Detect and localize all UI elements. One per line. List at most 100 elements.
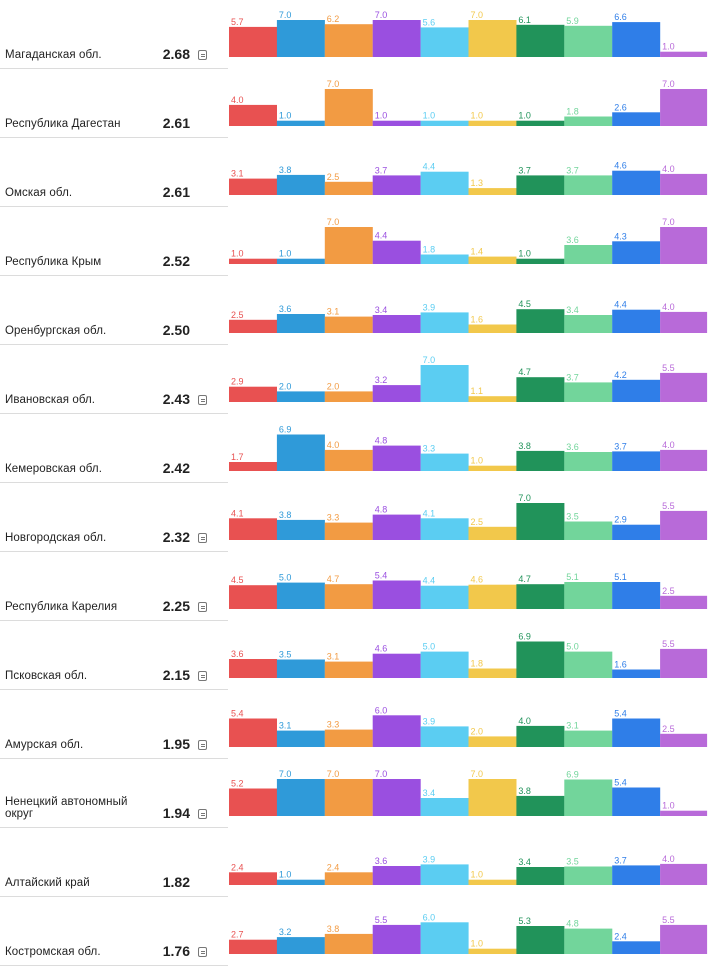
indicator-bar [564,175,613,195]
indicator-bar [372,779,421,816]
indicator-bars: 1.7 6.9 4.0 4.8 3.3 1.0 3.8 3.6 3.7 4.0 [229,425,708,471]
indicator-bar [516,377,565,402]
indicator-value-label: 1.4 [471,247,484,257]
indicator-value-label: 3.8 [518,786,531,796]
indicator-bars: 3.6 3.5 3.1 4.6 5.0 1.8 6.9 5.0 1.6 5.5 [229,632,708,678]
indicator-value-label: 3.6 [566,442,579,452]
document-icon[interactable] [198,395,207,405]
row-divider [0,758,228,759]
region-name: Республика Крым [5,256,102,268]
indicator-value-label: 3.6 [566,235,579,245]
indicator-value-label: 7.0 [423,355,436,365]
indicator-value-label: 4.4 [614,300,627,310]
region-score: 2.25 [162,598,190,614]
indicator-bar [516,120,565,126]
indicator-value-label: 3.2 [375,375,388,385]
indicator-value-label: 3.4 [566,305,579,315]
indicator-bar [276,314,325,333]
indicator-bar [229,788,277,816]
indicator-bar [372,20,421,57]
indicator-value-label: 5.9 [566,16,579,26]
indicator-bar [420,518,469,540]
indicator-value-label: 1.8 [471,659,484,669]
indicator-bar [372,445,421,471]
indicator-value-label: 1.7 [231,452,244,462]
indicator-bar [660,449,708,471]
indicator-bar [612,787,661,816]
indicator-bar [276,434,325,471]
indicator-bar [324,584,373,609]
indicator-value-label: 4.6 [614,161,627,171]
indicator-bar [660,89,708,126]
indicator-value-label: 3.9 [423,854,436,864]
indicator-bar [324,522,373,540]
indicator-bar [324,391,373,402]
indicator-value-label: 1.0 [662,801,675,811]
indicator-value-label: 5.0 [279,573,292,583]
document-icon[interactable] [198,671,207,681]
indicator-bar [324,872,373,885]
row-divider [0,137,228,138]
indicator-bar [324,933,373,954]
indicator-bar [660,173,708,195]
row-divider [0,482,228,483]
indicator-bar [420,726,469,747]
indicator-value-label: 7.0 [662,217,675,227]
indicator-value-label: 3.2 [279,927,292,937]
indicator-bar [564,452,613,471]
document-icon[interactable] [198,533,207,543]
document-icon[interactable] [198,740,207,750]
region-score: 2.61 [162,115,190,131]
indicator-bars: 5.4 3.1 3.3 6.0 3.9 2.0 4.0 3.1 5.4 2.5 [229,705,708,747]
indicator-value-label: 4.6 [471,575,484,585]
indicator-bar [516,795,565,816]
indicator-value-label: 4.3 [614,231,627,241]
indicator-bar [420,798,469,816]
row-divider [0,827,228,828]
indicator-value-label: 4.0 [327,440,340,450]
indicator-value-label: 7.0 [327,79,340,89]
region-score: 2.52 [162,253,190,269]
indicator-value-label: 6.0 [423,912,436,922]
indicator-bar [468,188,517,195]
region-row: Омская обл. 2.61 3.1 3.8 2.5 3.7 4.4 1.3 3.7 3.7 4… [0,138,719,207]
region-score: 2.15 [162,667,190,683]
indicator-value-label: 5.5 [662,501,675,511]
region-name: Оренбургская обл. [5,325,107,337]
indicator-bars: 2.5 3.6 3.1 3.4 3.9 1.6 4.5 3.4 4.4 4.0 [229,299,708,333]
indicator-value-label: 1.1 [471,386,484,396]
indicator-bar [516,450,565,471]
indicator-value-label: 4.1 [423,508,436,518]
indicator-bar [516,258,565,264]
indicator-bar [324,24,373,57]
indicator-bar [372,175,421,195]
indicator-value-label: 3.7 [375,165,388,175]
document-icon[interactable] [198,602,207,612]
region-row: Новгородская обл. 2.32 4.1 3.8 3.3 4.8 4.1 2.5 7… [0,483,719,552]
indicator-value-label: 3.5 [566,857,579,867]
indicator-bar [516,926,565,954]
indicator-bar [372,715,421,747]
indicator-value-label: 2.0 [327,381,340,391]
indicator-bar [516,867,565,885]
indicator-value-label: 1.8 [423,245,436,255]
indicator-value-label: 3.8 [518,441,531,451]
document-icon[interactable] [198,50,207,60]
indicator-value-label: 1.0 [471,939,484,949]
indicator-value-label: 3.1 [231,169,244,179]
row-divider [0,344,228,345]
indicator-bar [420,864,469,885]
indicator-bar [372,315,421,333]
indicator-value-label: 3.6 [231,649,244,659]
indicator-bar [612,718,661,747]
region-name: Псковская обл. [5,670,88,682]
indicator-value-label: 4.7 [327,574,340,584]
indicator-value-label: 5.5 [662,363,675,373]
indicator-value-label: 1.0 [662,42,675,52]
indicator-value-label: 4.1 [231,508,244,518]
indicator-bar [372,120,421,126]
document-icon[interactable] [198,809,207,819]
indicator-bar [229,178,277,195]
indicator-bar [420,171,469,195]
indicator-value-label: 6.2 [327,14,340,24]
